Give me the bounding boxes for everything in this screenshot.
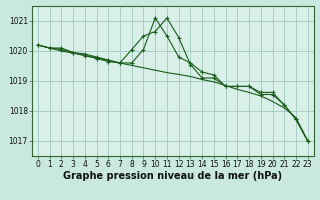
X-axis label: Graphe pression niveau de la mer (hPa): Graphe pression niveau de la mer (hPa) (63, 171, 282, 181)
